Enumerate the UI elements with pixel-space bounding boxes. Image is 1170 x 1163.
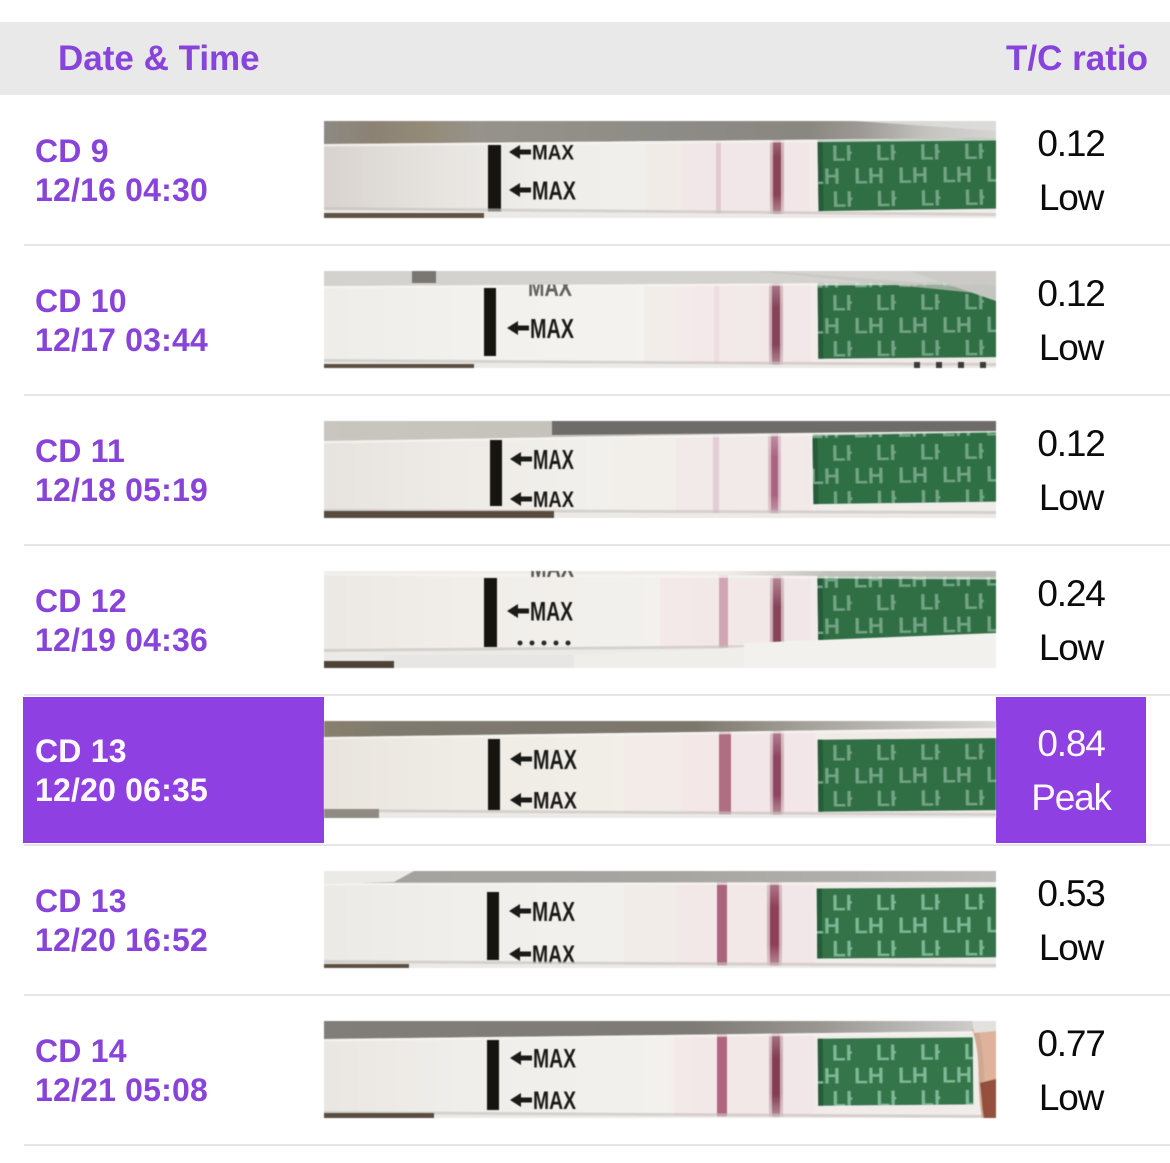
svg-text:MAX: MAX (533, 1044, 576, 1074)
svg-text:MAX: MAX (530, 571, 574, 583)
svg-text:MAX: MAX (532, 142, 574, 165)
svg-text:MAX: MAX (532, 175, 576, 205)
svg-text:MAX: MAX (533, 744, 577, 775)
svg-text:MAX: MAX (530, 313, 574, 344)
svg-text:MAX: MAX (530, 597, 573, 627)
svg-text:MAX: MAX (533, 444, 574, 475)
svg-text:MAX: MAX (533, 487, 574, 512)
svg-text:MAX: MAX (532, 896, 575, 927)
svg-text:MAX: MAX (533, 1087, 576, 1115)
svg-text:MAX: MAX (533, 788, 577, 815)
